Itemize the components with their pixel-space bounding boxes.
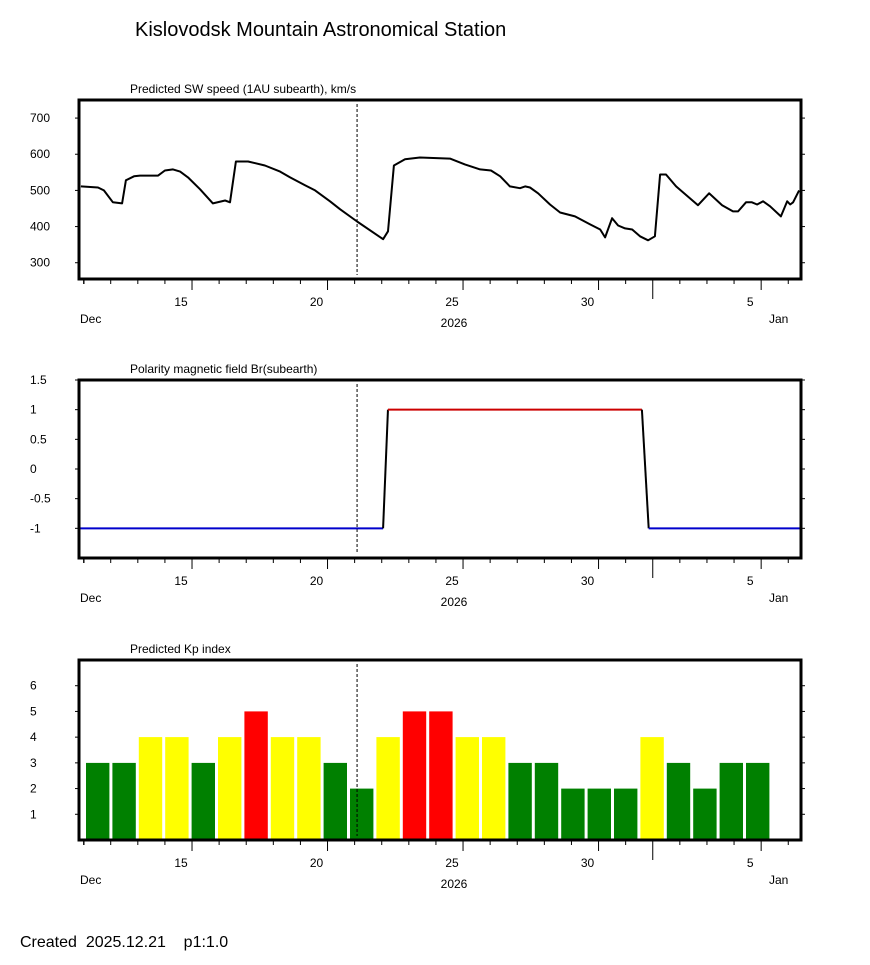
sw-speed-chart: Predicted SW speed (1AU subearth), km/s … (30, 82, 805, 330)
plot-frame (77, 658, 803, 842)
kp-bar-dec-26 (482, 737, 506, 840)
kp-index-chart: Predicted Kp index 1 2 3 4 5 6 15 20 25 30 5 Dec 202… (30, 642, 805, 891)
kp-bar-jan-1 (640, 737, 664, 840)
kp-bar-dec-23 (402, 711, 427, 840)
x-tick-label: 20 (310, 856, 324, 870)
x-month-right: Jan (769, 591, 788, 605)
kp-bar-dec-16 (218, 737, 242, 840)
x-tick-label: 20 (310, 295, 324, 309)
created-date: 2025.12.21 (85, 934, 166, 951)
y-tick-label: 600 (30, 147, 50, 161)
kp-bar-dec-17 (244, 711, 268, 840)
footer: Created 2025.12.21 p1:1.0 (20, 934, 228, 952)
y-tick-label: -1 (30, 521, 41, 535)
kp-bar-dec-29 (561, 788, 585, 840)
kp-bar-dec-25 (455, 737, 479, 840)
x-year-label: 2026 (441, 877, 468, 891)
kp-bar-dec-14 (165, 737, 189, 840)
polarity-segment-transition (382, 409, 389, 529)
y-tick-label: -0.5 (30, 492, 51, 506)
y-tick-label: 0 (30, 462, 37, 476)
y-tick-label: 400 (30, 220, 50, 234)
polarity-chart: Polarity magnetic field Br(subearth) -1 -… (30, 362, 805, 609)
x-tick-label: 30 (581, 295, 595, 309)
y-tick-label: 6 (30, 679, 37, 693)
x-tick-label: 30 (581, 574, 595, 588)
y-tick-label: 3 (30, 756, 37, 770)
kp-bar-dec-18 (270, 737, 295, 840)
kp-bar-dec-31 (614, 788, 638, 840)
y-tick-label: 1 (30, 403, 37, 417)
x-tick-label: 15 (174, 295, 188, 309)
kp-bar-dec-11 (86, 762, 110, 840)
x-tick-label: 15 (174, 856, 188, 870)
y-tick-label: 1.5 (30, 373, 47, 387)
y-tick-label: 5 (30, 704, 37, 718)
polarity-segment-transition (640, 409, 650, 529)
x-tick-label: 25 (445, 574, 459, 588)
y-tick-label: 700 (30, 111, 50, 125)
kp-bar-jan-3 (693, 788, 717, 840)
sw-speed-line (80, 156, 800, 242)
x-tick-label: 5 (747, 295, 754, 309)
y-tick-label: 0.5 (30, 432, 47, 446)
x-tick-label: 5 (747, 856, 754, 870)
page-indicator: p1:1.0 (183, 934, 229, 951)
x-tick-label: 15 (174, 574, 188, 588)
x-year-label: 2026 (441, 316, 468, 330)
y-tick-label: 300 (30, 256, 50, 270)
kp-index-chart-title: Predicted Kp index (130, 642, 231, 656)
kp-bar-dec-24 (429, 711, 453, 840)
kp-bar-dec-27 (508, 762, 532, 840)
x-month-right: Jan (769, 873, 788, 887)
x-month-left: Dec (80, 873, 101, 887)
x-tick-label: 5 (747, 574, 754, 588)
plot-frame (77, 378, 803, 560)
x-year-label: 2026 (441, 595, 468, 609)
x-month-left: Dec (80, 591, 101, 605)
kp-bar-dec-22 (376, 737, 400, 840)
x-month-left: Dec (80, 312, 101, 326)
kp-bar-dec-30 (587, 788, 611, 840)
kp-bar-dec-12 (112, 762, 136, 840)
y-tick-label: 4 (30, 730, 37, 744)
kp-bar-jan-5 (746, 762, 770, 840)
y-tick-label: 1 (30, 807, 37, 821)
kp-bar-dec-19 (297, 737, 321, 840)
y-tick-label: 2 (30, 782, 37, 796)
kp-bar-dec-15 (191, 762, 215, 840)
x-tick-label: 30 (581, 856, 595, 870)
kp-bar-dec-20 (323, 762, 347, 840)
polarity-chart-title: Polarity magnetic field Br(subearth) (130, 362, 317, 376)
kp-bar-dec-28 (534, 762, 559, 840)
x-month-right: Jan (769, 312, 788, 326)
kp-bar-dec-13 (138, 737, 163, 840)
x-tick-label: 25 (445, 295, 459, 309)
x-tick-label: 20 (310, 574, 324, 588)
plot-frame (77, 98, 803, 281)
kp-bar-jan-4 (719, 762, 743, 840)
y-tick-label: 500 (30, 183, 50, 197)
x-tick-label: 25 (445, 856, 459, 870)
kp-bar-dec-21 (350, 788, 374, 840)
created-label: Created (20, 934, 77, 951)
kp-bar-jan-2 (666, 762, 691, 840)
sw-speed-chart-title: Predicted SW speed (1AU subearth), km/s (130, 82, 356, 96)
page-title: Kislovodsk Mountain Astronomical Station (135, 19, 507, 41)
